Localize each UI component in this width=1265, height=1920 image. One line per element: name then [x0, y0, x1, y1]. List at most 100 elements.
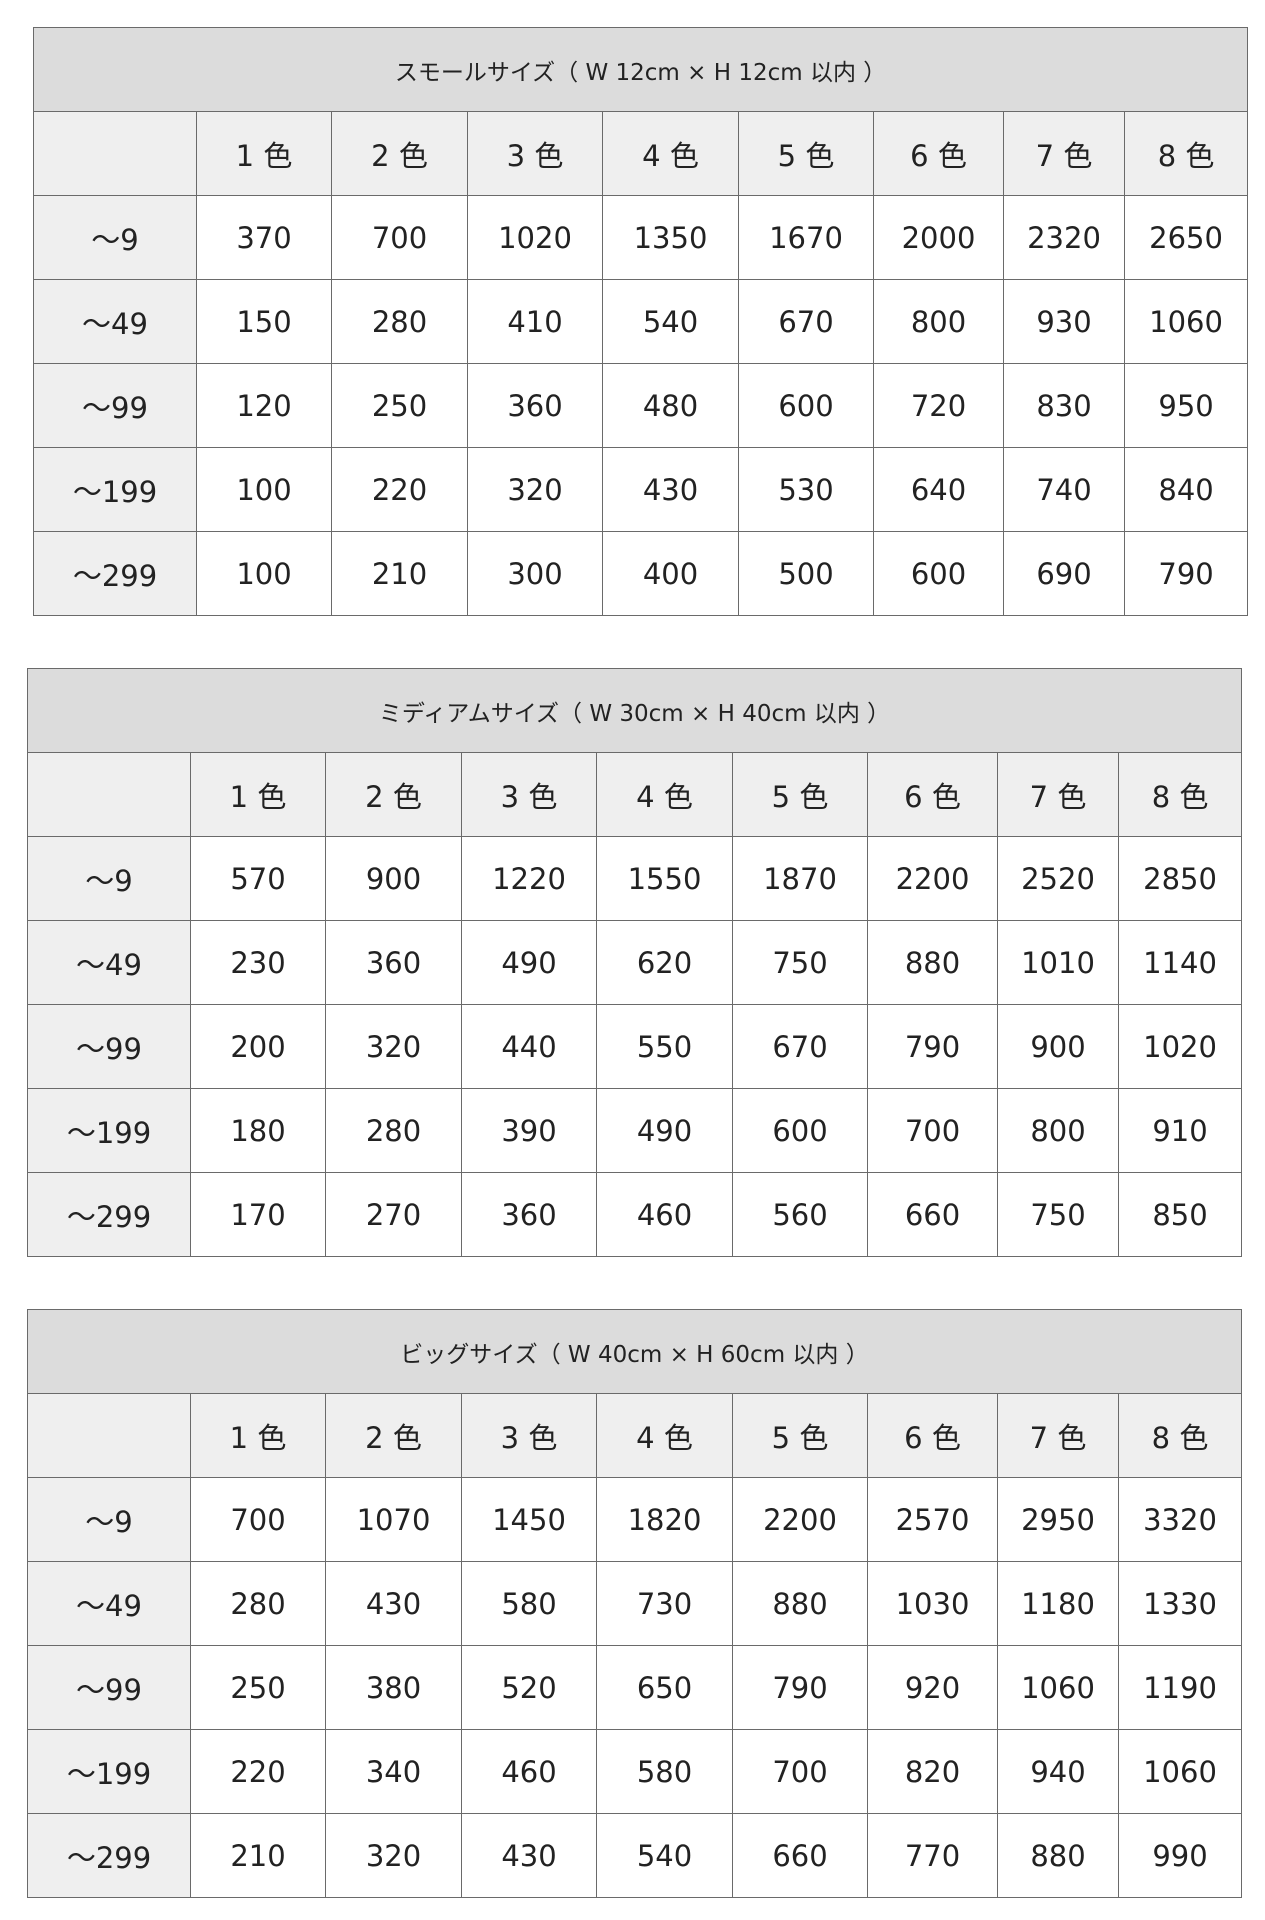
price-cell: 920	[867, 1645, 998, 1730]
price-cell: 840	[1123, 447, 1249, 532]
quantity-label: 〜199	[33, 447, 197, 532]
table-row: 〜99 250 380 520 650 790 920 1060 1190	[27, 1645, 1243, 1730]
quantity-label: 〜299	[27, 1813, 191, 1898]
price-cell: 560	[732, 1172, 868, 1257]
column-header: 8 色	[1117, 752, 1243, 837]
price-cell: 280	[325, 1088, 462, 1173]
price-cell: 1060	[1117, 1729, 1243, 1814]
quantity-label: 〜9	[27, 836, 191, 921]
price-cell: 480	[602, 363, 739, 448]
table-title-row: ミディアムサイズ（ W 30cm × H 40cm 以内 ）	[26, 668, 1243, 753]
price-cell: 210	[331, 531, 468, 616]
price-cell: 490	[461, 920, 597, 1005]
table-row: 〜49 230 360 490 620 750 880 1010 1140	[27, 920, 1243, 1005]
price-cell: 1020	[467, 195, 603, 280]
price-cell: 650	[596, 1645, 733, 1730]
column-header: 7 色	[1003, 111, 1125, 196]
table-row: 〜299 170 270 360 460 560 660 750 850	[27, 1172, 1243, 1257]
price-cell: 2850	[1117, 836, 1243, 921]
price-cell: 660	[867, 1172, 998, 1257]
price-cell: 360	[467, 363, 603, 448]
price-cell: 460	[461, 1729, 597, 1814]
price-cell: 990	[1117, 1813, 1243, 1898]
table-title-row: ビッグサイズ（ W 40cm × H 60cm 以内 ）	[26, 1309, 1243, 1394]
price-cell: 700	[190, 1477, 326, 1562]
column-header: 3 色	[461, 752, 597, 837]
quantity-label: 〜49	[27, 920, 191, 1005]
column-header: 6 色	[867, 752, 998, 837]
price-cell: 1030	[867, 1561, 998, 1646]
price-cell: 720	[873, 363, 1004, 448]
price-cell: 280	[331, 279, 468, 364]
price-cell: 830	[1003, 363, 1125, 448]
quantity-label: 〜299	[33, 531, 197, 616]
column-header: 5 色	[738, 111, 874, 196]
column-header: 2 色	[331, 111, 468, 196]
price-cell: 320	[325, 1004, 462, 1089]
price-cell: 500	[738, 531, 874, 616]
price-cell: 430	[461, 1813, 597, 1898]
price-cell: 1060	[1123, 279, 1249, 364]
price-cell: 880	[732, 1561, 868, 1646]
column-header: 2 色	[325, 1393, 462, 1478]
price-cell: 1330	[1117, 1561, 1243, 1646]
table-row: 〜199 180 280 390 490 600 700 800 910	[27, 1088, 1243, 1173]
price-cell: 1870	[732, 836, 868, 921]
price-cell: 180	[190, 1088, 326, 1173]
price-cell: 1220	[461, 836, 597, 921]
price-cell: 250	[190, 1645, 326, 1730]
price-cell: 900	[325, 836, 462, 921]
corner-cell	[27, 1393, 191, 1478]
price-cell: 2650	[1123, 195, 1249, 280]
column-header: 1 色	[190, 752, 326, 837]
table-row: 〜299 210 320 430 540 660 770 880 990	[27, 1813, 1243, 1898]
quantity-label: 〜99	[33, 363, 197, 448]
price-cell: 750	[732, 920, 868, 1005]
price-cell: 2950	[997, 1477, 1119, 1562]
price-cell: 520	[461, 1645, 597, 1730]
quantity-label: 〜9	[33, 195, 197, 280]
column-header: 7 色	[997, 1393, 1119, 1478]
price-cell: 120	[196, 363, 332, 448]
column-header: 8 色	[1117, 1393, 1243, 1478]
column-header: 3 色	[461, 1393, 597, 1478]
table-row: 〜9 370 700 1020 1350 1670 2000 2320 2650	[33, 195, 1249, 280]
price-cell: 900	[997, 1004, 1119, 1089]
price-cell: 820	[867, 1729, 998, 1814]
price-cell: 1450	[461, 1477, 597, 1562]
price-cell: 2200	[867, 836, 998, 921]
column-header: 6 色	[873, 111, 1004, 196]
table-row: 〜9 570 900 1220 1550 1870 2200 2520 2850	[27, 836, 1243, 921]
price-cell: 210	[190, 1813, 326, 1898]
price-cell: 700	[732, 1729, 868, 1814]
price-cell: 700	[867, 1088, 998, 1173]
price-cell: 2200	[732, 1477, 868, 1562]
column-header: 2 色	[325, 752, 462, 837]
price-cell: 800	[997, 1088, 1119, 1173]
price-cell: 600	[873, 531, 1004, 616]
table-title: ミディアムサイズ（ W 30cm × H 40cm 以内 ）	[26, 668, 1243, 753]
price-cell: 790	[867, 1004, 998, 1089]
price-cell: 1140	[1117, 920, 1243, 1005]
price-cell: 320	[325, 1813, 462, 1898]
quantity-label: 〜199	[27, 1729, 191, 1814]
corner-cell	[33, 111, 197, 196]
price-cell: 220	[190, 1729, 326, 1814]
column-header: 4 色	[596, 1393, 733, 1478]
column-header: 6 色	[867, 1393, 998, 1478]
price-cell: 670	[738, 279, 874, 364]
quantity-label: 〜299	[27, 1172, 191, 1257]
price-cell: 2570	[867, 1477, 998, 1562]
price-cell: 100	[196, 447, 332, 532]
table-row: 〜49 150 280 410 540 670 800 930 1060	[33, 279, 1249, 364]
quantity-label: 〜199	[27, 1088, 191, 1173]
price-cell: 250	[331, 363, 468, 448]
price-cell: 430	[602, 447, 739, 532]
price-cell: 550	[596, 1004, 733, 1089]
price-cell: 930	[1003, 279, 1125, 364]
price-cell: 100	[196, 531, 332, 616]
price-cell: 200	[190, 1004, 326, 1089]
